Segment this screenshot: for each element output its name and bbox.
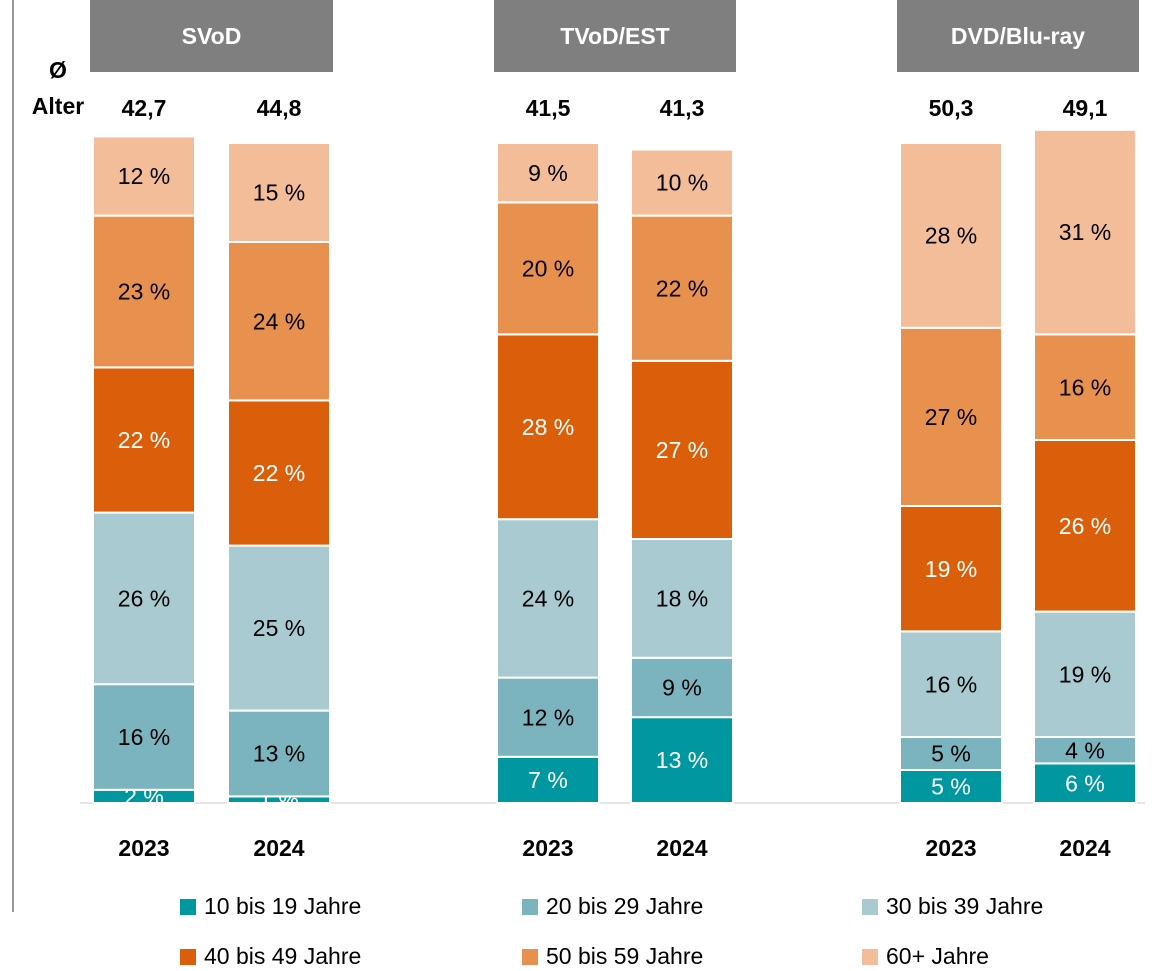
legend-swatch — [180, 949, 196, 965]
legend-label: 50 bis 59 Jahre — [546, 943, 703, 969]
bar-segment — [496, 755, 600, 804]
avg-age: 50,3 — [929, 95, 974, 121]
group-label: SVoD — [182, 23, 242, 49]
avg-age: 44,8 — [257, 95, 302, 121]
legend-swatch — [522, 949, 538, 965]
value-label: 5 % — [931, 741, 971, 767]
value-label: 4 % — [1065, 737, 1105, 763]
avg-age: 49,1 — [1063, 95, 1108, 121]
avg-age: 41,3 — [660, 95, 705, 121]
value-label: 13 % — [253, 741, 305, 767]
avg-title: Alter — [32, 93, 84, 119]
bar-segment — [92, 135, 196, 217]
bar-segment — [630, 656, 734, 719]
bar-segment — [1033, 333, 1137, 441]
avg-age: 41,5 — [526, 95, 571, 121]
value-label: 6 % — [1065, 770, 1105, 796]
value-label: 16 % — [925, 671, 977, 697]
bar-segment — [1033, 736, 1137, 765]
value-label: 22 % — [656, 275, 708, 301]
x-tick-label: 2023 — [522, 835, 573, 861]
value-label: 22 % — [253, 460, 305, 486]
value-label: 20 % — [522, 255, 574, 281]
value-label: 26 % — [1059, 513, 1111, 539]
value-label: 23 % — [118, 279, 170, 305]
bar-segment — [899, 630, 1003, 739]
group-header — [90, 0, 333, 72]
value-label: 16 % — [1059, 374, 1111, 400]
x-tick-label: 2024 — [253, 835, 304, 861]
legend-label: 60+ Jahre — [886, 943, 989, 969]
value-label: 22 % — [118, 427, 170, 453]
group-label: DVD/Blu-ray — [951, 23, 1085, 49]
bar-segment — [1033, 439, 1137, 613]
value-label: 24 % — [253, 308, 305, 334]
bar-segment — [630, 538, 734, 659]
x-tick-label: 2024 — [1059, 835, 1110, 861]
value-label: 27 % — [925, 404, 977, 430]
value-label: 28 % — [522, 414, 574, 440]
bar-segment — [92, 366, 196, 514]
value-label: 15 % — [253, 180, 305, 206]
value-label: 10 % — [656, 170, 708, 196]
legend-swatch — [522, 899, 538, 915]
value-label: 12 % — [522, 704, 574, 730]
group-header — [897, 0, 1139, 72]
value-label: 19 % — [925, 556, 977, 582]
value-label: 9 % — [662, 675, 702, 701]
bar-segment — [496, 333, 600, 521]
value-label: 12 % — [118, 163, 170, 189]
legend-swatch — [180, 899, 196, 915]
bar-segment — [630, 214, 734, 362]
value-label: 25 % — [253, 615, 305, 641]
value-label: 16 % — [118, 724, 170, 750]
avg-symbol: Ø — [49, 57, 67, 83]
value-label: 19 % — [1059, 661, 1111, 687]
value-label: 31 % — [1059, 219, 1111, 245]
value-label: 28 % — [925, 222, 977, 248]
bar-segment — [227, 544, 331, 712]
group-label: TVoD/EST — [560, 23, 669, 49]
legend-swatch — [862, 899, 878, 915]
bar-segment — [630, 359, 734, 540]
x-tick-label: 2023 — [925, 835, 976, 861]
bar-segment — [1033, 610, 1137, 738]
bar-segment — [496, 676, 600, 758]
bar-segment — [630, 148, 734, 217]
value-label: 18 % — [656, 585, 708, 611]
value-label: 13 % — [656, 747, 708, 773]
legend-swatch — [862, 949, 878, 965]
bar-segment — [227, 142, 331, 243]
bar-segment — [92, 683, 196, 791]
value-label: 9 % — [528, 160, 568, 186]
bar-segment — [227, 709, 331, 798]
bar-segment — [899, 326, 1003, 507]
legend-label: 40 bis 49 Jahre — [204, 943, 361, 969]
bar-segment — [227, 399, 331, 547]
value-label: 7 % — [528, 767, 568, 793]
x-tick-label: 2024 — [656, 835, 707, 861]
value-label: 24 % — [522, 585, 574, 611]
bar-segment — [92, 511, 196, 686]
bar-segment — [899, 736, 1003, 771]
value-label: 26 % — [118, 585, 170, 611]
bar-segment — [496, 201, 600, 336]
bar-segment — [899, 769, 1003, 804]
legend-label: 20 bis 29 Jahre — [546, 893, 703, 919]
bar-segment — [1033, 128, 1137, 336]
group-header — [494, 0, 736, 72]
legend-label: 30 bis 39 Jahre — [886, 893, 1043, 919]
bar-segment — [899, 142, 1003, 329]
avg-age: 42,7 — [122, 95, 167, 121]
bar-segment — [496, 518, 600, 679]
bar-segment — [1033, 762, 1137, 805]
bar-segment — [92, 214, 196, 369]
bar-segment — [496, 142, 600, 204]
legend-label: 10 bis 19 Jahre — [204, 893, 361, 919]
x-tick-label: 2023 — [118, 835, 169, 861]
value-label: 5 % — [931, 774, 971, 800]
value-label: 27 % — [656, 437, 708, 463]
